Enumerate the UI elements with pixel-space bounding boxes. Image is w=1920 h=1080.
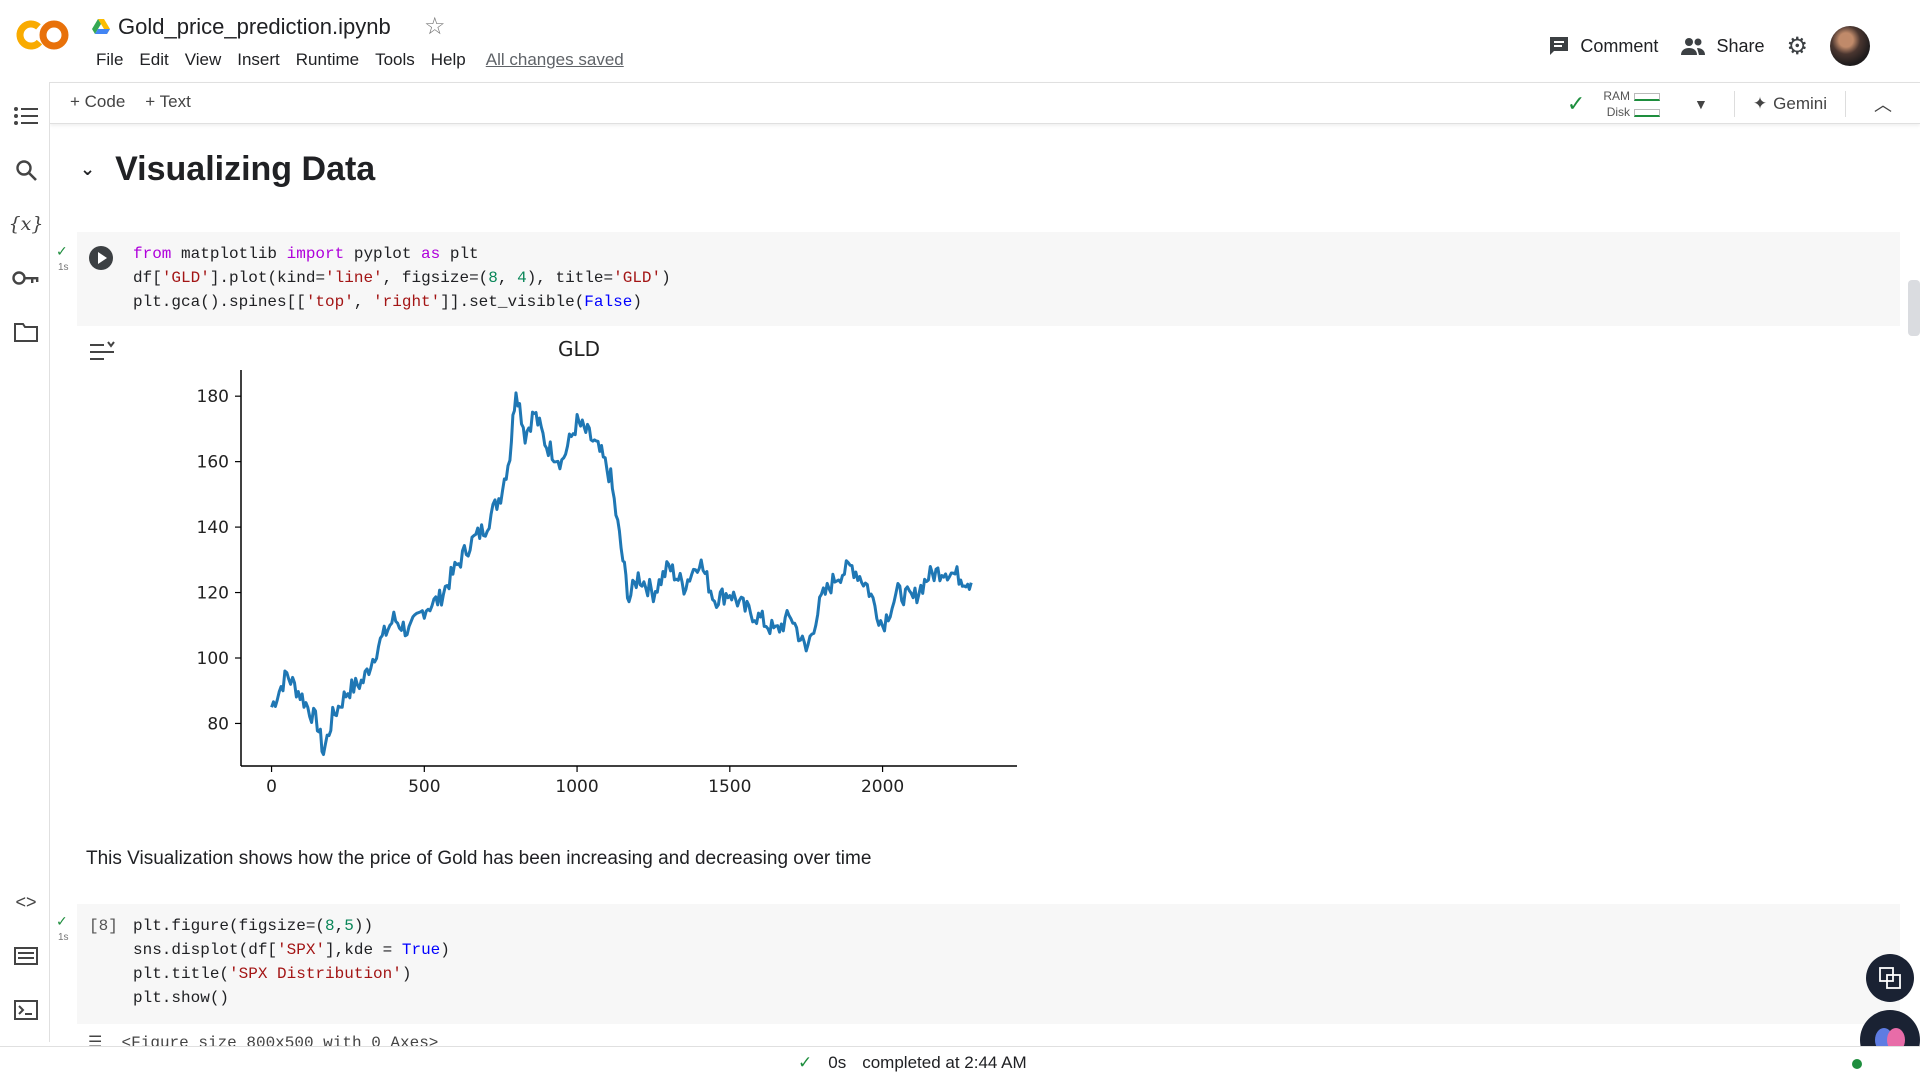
add-text-button[interactable]: + Text [145, 92, 191, 112]
colab-logo[interactable] [16, 18, 70, 57]
disk-label: Disk [1606, 105, 1631, 119]
comment-button[interactable]: Comment [1548, 35, 1658, 57]
terminal-icon[interactable] [12, 996, 40, 1024]
menu-edit[interactable]: Edit [139, 50, 169, 69]
status-check-icon: ✓ [798, 1053, 813, 1073]
scrollbar-thumb[interactable] [1908, 280, 1920, 336]
ram-bar [1634, 92, 1661, 101]
section-collapse-chevron-icon[interactable]: ⌄ [80, 159, 96, 179]
plus-icon: + [145, 92, 160, 111]
cell1-code[interactable]: from matplotlib import pyplot as plt df[… [133, 245, 671, 311]
notebook-title[interactable]: Gold_price_prediction.ipynb [92, 14, 391, 40]
cell2-output-text: ☰ <Figure size 800x500 with 0 Axes> [88, 1032, 438, 1046]
status-elapsed: 0s [828, 1053, 847, 1072]
section-title: Visualizing Data [115, 150, 376, 188]
y-tick-label: 160 [197, 453, 229, 473]
header-actions: Comment Share ⚙ [1548, 26, 1870, 66]
ram-label: RAM [1603, 89, 1631, 103]
command-palette-icon[interactable] [12, 942, 40, 970]
section-heading: ⌄ Visualizing Data [80, 150, 375, 189]
translate-button[interactable] [1866, 954, 1914, 1002]
cell2-success-check-icon: ✓ [56, 914, 68, 930]
table-of-contents-icon[interactable] [12, 102, 40, 130]
cell1-success-check-icon: ✓ [56, 244, 68, 260]
chart-title: GLD [558, 337, 600, 361]
menu-bar: File Edit View Insert Runtime Tools Help… [88, 50, 632, 70]
comment-label: Comment [1580, 35, 1659, 56]
markdown-text[interactable]: This Visualization shows how the price o… [86, 848, 872, 869]
collapse-header-icon[interactable]: ︿ [1874, 95, 1892, 115]
chart-axes [240, 370, 1017, 767]
share-people-icon [1681, 38, 1706, 55]
y-tick-label: 80 [207, 714, 229, 734]
translate-icon [1879, 967, 1901, 989]
file-name[interactable]: Gold_price_prediction.ipynb [118, 14, 391, 39]
chart-ticks: 80 100 120 140 160 180 0 500 1000 1500 2000 [197, 387, 905, 796]
gemini-sparkle-icon: ✦ [1752, 94, 1768, 113]
status-completed[interactable]: completed at 2:44 AM [862, 1053, 1027, 1072]
x-tick-label: 1500 [708, 777, 751, 796]
x-tick-label: 0 [266, 777, 277, 796]
run-cell-button[interactable] [89, 246, 113, 270]
code-snippets-icon[interactable]: <> [15, 891, 37, 912]
share-button[interactable]: Share [1680, 36, 1764, 57]
connected-check-icon: ✓ [1566, 91, 1586, 117]
search-icon[interactable] [12, 156, 40, 184]
resource-monitor[interactable]: RAM Disk [1603, 88, 1661, 120]
add-text-label: Text [159, 92, 191, 111]
add-code-label: Code [84, 92, 126, 111]
cell2-exec-time: 1s [58, 932, 69, 943]
x-tick-label: 1000 [555, 777, 598, 796]
menu-view[interactable]: View [184, 50, 222, 69]
code-cell-2[interactable]: [8] plt.figure(figsize=(8,5)) sns.displo… [77, 904, 1900, 1024]
gemini-button[interactable]: ✦ Gemini [1753, 94, 1827, 114]
output-toggle-icon[interactable]: ☰ [88, 1034, 122, 1046]
share-label: Share [1716, 35, 1765, 56]
left-sidebar: {x} <> [0, 82, 50, 1042]
menu-file[interactable]: File [96, 50, 124, 69]
menu-help[interactable]: Help [430, 50, 466, 69]
plus-icon: + [70, 92, 85, 111]
x-tick-label: 2000 [861, 777, 904, 796]
add-code-button[interactable]: + Code [70, 92, 125, 112]
x-tick-label: 500 [408, 777, 440, 796]
save-status-link[interactable]: All changes saved [485, 50, 624, 69]
disk-bar [1634, 108, 1661, 117]
star-icon[interactable]: ☆ [424, 13, 446, 40]
notebook-content: ⌄ Visualizing Data ✓ 1s from matplotlib … [50, 126, 1900, 1046]
y-tick-label: 140 [197, 518, 229, 538]
top-bar: Gold_price_prediction.ipynb ☆ File Edit … [0, 0, 1920, 80]
cell2-output-value: <Figure size 800x500 with 0 Axes> [121, 1034, 439, 1046]
cell1-exec-time: 1s [58, 262, 69, 273]
status-connected-dot [1852, 1059, 1862, 1069]
secrets-key-icon[interactable] [12, 264, 40, 292]
y-tick-label: 100 [197, 649, 229, 669]
menu-tools[interactable]: Tools [375, 50, 415, 69]
output-toggle-icon[interactable] [88, 340, 116, 370]
variables-icon[interactable]: {x} [8, 213, 44, 235]
status-bar: ✓ 0s completed at 2:44 AM [0, 1046, 1920, 1080]
comment-icon [1550, 37, 1569, 55]
gld-line-chart: GLD 80 100 120 140 160 180 0 500 1000 1500 2000 [197, 337, 1017, 796]
user-avatar[interactable] [1830, 26, 1870, 66]
files-folder-icon[interactable] [12, 318, 40, 346]
menu-insert[interactable]: Insert [237, 50, 280, 69]
code-cell-1[interactable]: from matplotlib import pyplot as plt df[… [77, 232, 1900, 326]
cell2-exec-count: [8] [89, 917, 118, 935]
menu-runtime[interactable]: Runtime [295, 50, 360, 69]
runtime-dropdown-icon[interactable]: ▼ [1694, 96, 1708, 112]
y-tick-label: 120 [197, 584, 229, 604]
y-tick-label: 180 [197, 387, 229, 407]
gemini-label: Gemini [1773, 94, 1827, 113]
cell2-code[interactable]: plt.figure(figsize=(8,5)) sns.displot(df… [133, 917, 450, 1007]
settings-gear-icon[interactable]: ⚙ [1786, 32, 1808, 60]
notebook-toolbar: + Code + Text ✓ RAM Disk ▼ ✦ Gemini ︿ [50, 82, 1920, 124]
drive-icon [92, 19, 110, 34]
chart-series-line [270, 391, 973, 756]
